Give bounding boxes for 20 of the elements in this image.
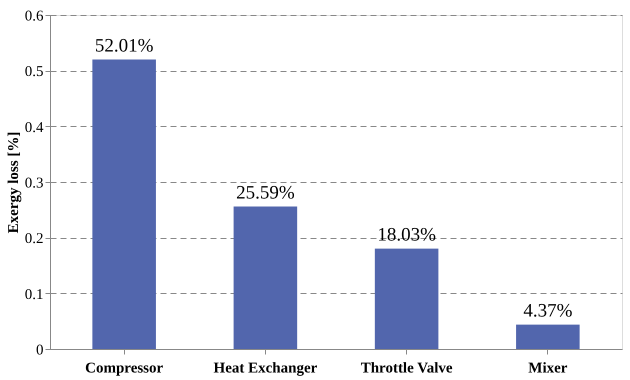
y-tick-label: 0.1 (24, 286, 44, 303)
y-tick-label: 0.3 (24, 176, 44, 192)
bar (234, 206, 298, 349)
x-tick-label: Mixer (528, 360, 568, 376)
bar (516, 324, 580, 349)
x-tick-label: Throttle Valve (360, 360, 453, 376)
bar (374, 248, 438, 349)
y-tick-label: 0.4 (24, 120, 44, 136)
data-label: 52.01% (94, 35, 154, 56)
x-tick-label: Heat Exchanger (214, 360, 318, 376)
data-label: 25.59% (236, 182, 295, 204)
x-tick-label: Compressor (85, 360, 164, 376)
y-tick-label: 0.2 (24, 231, 44, 248)
bar (92, 59, 156, 349)
data-label: 18.03% (377, 224, 436, 246)
data-label: 4.37% (523, 300, 573, 322)
y-axis-title: Exergy loss [%] (6, 132, 22, 234)
y-tick-label: 0.5 (24, 64, 44, 80)
y-tick-label: 0.6 (24, 8, 44, 24)
y-tick-label: 0 (36, 342, 44, 358)
